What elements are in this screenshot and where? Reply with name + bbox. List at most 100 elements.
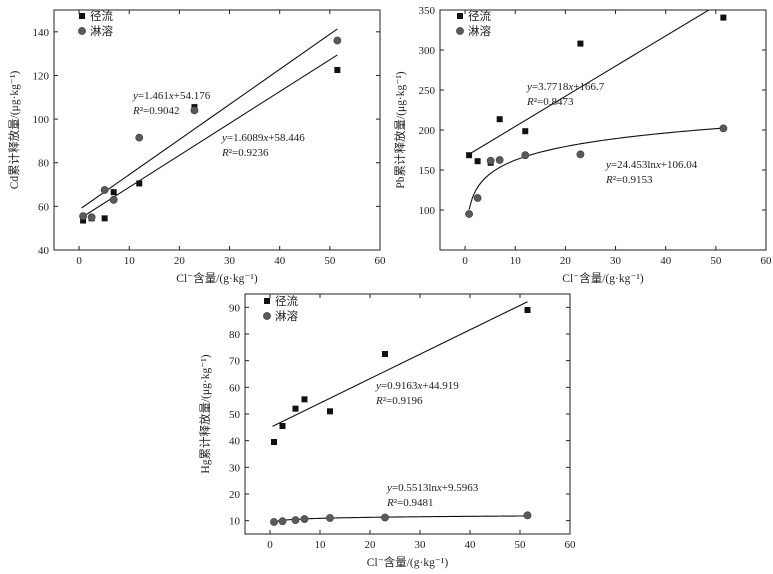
fit-r2-2: R²=0.9042 <box>132 105 180 117</box>
chart-cd: 0 10 20 30 40 50 60 40 60 80 100 120 140 Cl⁻含量/(g·kg⁻… <box>7 9 386 285</box>
data-point <box>381 513 389 522</box>
fit-equation-2: y=24.453lnx+106.04 <box>605 159 698 171</box>
y-tick-label: 250 <box>419 85 436 97</box>
fit-r2-1: R²=0.9196 <box>375 395 423 407</box>
y-tick-label: 100 <box>33 114 50 126</box>
x-tick-label: 60 <box>375 255 387 267</box>
series-leaching <box>270 511 532 526</box>
data-point <box>291 516 300 525</box>
x-tick-label: 60 <box>761 255 773 267</box>
y-axis-label: Hg累计释放量/(μg·kg⁻¹) <box>198 354 212 473</box>
y-tick-label: 40 <box>38 245 50 257</box>
y-tick-label: 10 <box>229 516 241 528</box>
chart-pb: 0 10 20 30 40 50 60 100 150 200 250 300 350 Cl⁻含量/(g·… <box>393 5 773 285</box>
data-point <box>382 351 388 357</box>
x-axis-label: Cl⁻含量/(g·kg⁻¹) <box>562 271 644 285</box>
data-point <box>136 180 143 187</box>
data-point <box>135 133 144 142</box>
legend-label: 径流 <box>90 9 113 23</box>
data-point <box>79 212 87 221</box>
data-point <box>720 14 727 21</box>
data-point <box>473 194 482 202</box>
data-point <box>301 396 308 403</box>
legend-label: 径流 <box>468 9 491 23</box>
x-tick-label: 20 <box>365 539 377 551</box>
y-tick-label: 20 <box>229 489 241 501</box>
y-tick-label: 80 <box>229 329 241 341</box>
data-point <box>486 156 495 165</box>
fit-equation-1: y=1.6089x+58.446 <box>221 132 305 144</box>
y-axis-label: Cd累计释放量/(μg·kg⁻¹) <box>7 71 21 190</box>
data-point <box>576 150 585 159</box>
data-point <box>523 511 532 520</box>
x-tick-label: 50 <box>324 255 336 267</box>
legend-label: 淋溶 <box>90 24 113 38</box>
x-tick-label: 50 <box>515 539 527 551</box>
data-point <box>110 189 117 196</box>
y-axis-label: Pb累计释放量/(μg·kg⁻¹) <box>393 71 407 188</box>
x-tick-label: 0 <box>267 539 273 551</box>
series-leaching <box>79 36 342 222</box>
data-point <box>466 152 473 159</box>
y-tick-label: 200 <box>419 125 436 137</box>
x-tick-label: 20 <box>560 255 572 267</box>
x-tick-label: 40 <box>660 255 672 267</box>
x-tick-label: 50 <box>710 255 722 267</box>
data-point <box>190 106 199 115</box>
fit-line-2 <box>468 127 724 210</box>
fit-line-1 <box>81 28 338 209</box>
plot-frame <box>53 9 381 251</box>
x-tick-label: 30 <box>415 539 427 551</box>
data-point <box>87 213 96 222</box>
data-point <box>465 210 473 218</box>
legend-marker <box>264 298 270 304</box>
x-tick-label: 0 <box>462 255 468 267</box>
fit-equation-1: y=0.9163x+44.919 <box>375 380 459 392</box>
data-point <box>80 217 87 224</box>
data-point <box>100 186 109 194</box>
x-axis-label: Cl⁻含量/(g·kg⁻¹) <box>367 555 449 569</box>
data-point <box>101 215 108 222</box>
data-point <box>278 517 287 526</box>
legend-marker <box>457 13 463 19</box>
x-tick-label: 10 <box>510 255 522 267</box>
legend-marker <box>456 27 464 35</box>
fit-r2-1: R²=0.8473 <box>526 96 574 108</box>
data-point <box>326 514 334 522</box>
plot-frame <box>439 9 767 251</box>
fit-r2-2: R²=0.9153 <box>605 174 653 186</box>
data-point <box>279 423 286 429</box>
data-point <box>521 151 530 160</box>
data-point <box>719 124 728 133</box>
series-runoff <box>271 307 531 445</box>
x-tick-label: 30 <box>610 255 622 267</box>
y-tick-label: 150 <box>419 165 436 177</box>
y-tick-label: 40 <box>229 436 241 448</box>
y-tick-label: 60 <box>38 201 50 213</box>
legend-label: 径流 <box>275 294 298 308</box>
fit-line-2 <box>81 54 338 218</box>
fit-r2-1: R²=0.9236 <box>221 147 269 159</box>
legend-label: 淋溶 <box>275 309 298 323</box>
fit-r2-2: R²=0.9481 <box>386 497 434 509</box>
fit-equation-2: y=1.461x+54.176 <box>132 90 211 102</box>
legend-marker <box>78 27 86 35</box>
x-tick-label: 20 <box>174 255 186 267</box>
fit-line-1 <box>467 10 710 156</box>
legend-marker <box>263 312 271 320</box>
data-point <box>334 67 341 73</box>
y-tick-label: 90 <box>229 302 241 314</box>
fit-equation-1: y=3.7718x+166.7 <box>526 81 605 93</box>
data-point <box>333 36 342 45</box>
y-tick-label: 140 <box>33 27 50 39</box>
x-tick-label: 40 <box>274 255 286 267</box>
y-tick-label: 350 <box>419 5 436 17</box>
data-point <box>495 156 504 164</box>
y-tick-label: 60 <box>229 382 241 394</box>
fit-line-2 <box>273 515 528 523</box>
fit-equation-2: y=0.5513lnx+9.5963 <box>386 482 479 494</box>
data-point <box>327 408 333 415</box>
data-point <box>292 405 299 412</box>
data-point <box>524 307 531 313</box>
